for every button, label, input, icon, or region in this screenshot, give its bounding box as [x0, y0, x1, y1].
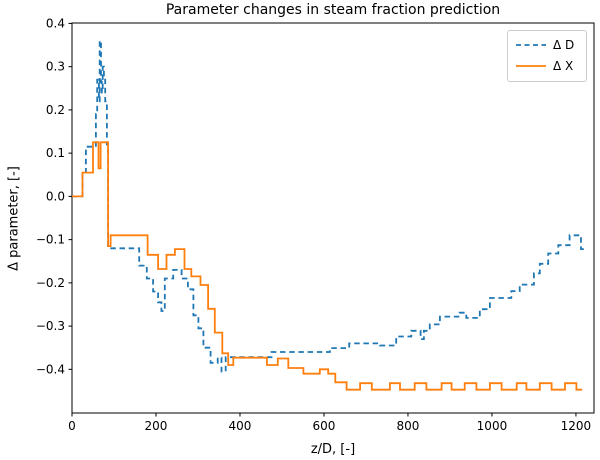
- x-tick-label: 1200: [561, 419, 592, 433]
- y-axis-label: Δ parameter, [-]: [6, 166, 22, 271]
- x-tick-label: 200: [145, 419, 168, 433]
- legend-solid-line-icon: [516, 65, 546, 67]
- x-tick-label: 1000: [477, 419, 508, 433]
- series-line-delta-x: [72, 141, 583, 391]
- y-tick-label: −0.2: [36, 276, 65, 290]
- x-tick-label: 600: [313, 419, 336, 433]
- y-tick-label: −0.4: [36, 362, 65, 376]
- plot-frame: [71, 22, 595, 414]
- legend-label-delta-x: Δ X: [553, 59, 574, 73]
- y-tick-label: −0.1: [36, 233, 65, 247]
- legend-dashed-line-icon: [516, 44, 546, 46]
- y-tick-label: 0.1: [46, 146, 65, 160]
- y-tick-label: −0.3: [36, 319, 65, 333]
- x-axis-label: z/D, [-]: [310, 442, 356, 457]
- y-tick-label: 0.2: [46, 103, 65, 117]
- y-tick-label: 0.0: [46, 189, 65, 203]
- series-line-delta-d: [72, 39, 586, 373]
- legend-item-delta-d: Δ D: [516, 38, 578, 52]
- legend-item-delta-x: Δ X: [516, 59, 578, 73]
- x-tick-label: 0: [68, 419, 76, 433]
- y-tick-label: 0.4: [46, 16, 65, 30]
- y-tick-label: 0.3: [46, 60, 65, 74]
- legend-label-delta-d: Δ D: [553, 38, 575, 52]
- chart-title: Parameter changes in steam fraction pred…: [165, 2, 501, 18]
- x-tick-label: 800: [397, 419, 420, 433]
- legend: Δ D Δ X: [507, 30, 587, 82]
- x-tick-label: 400: [229, 419, 252, 433]
